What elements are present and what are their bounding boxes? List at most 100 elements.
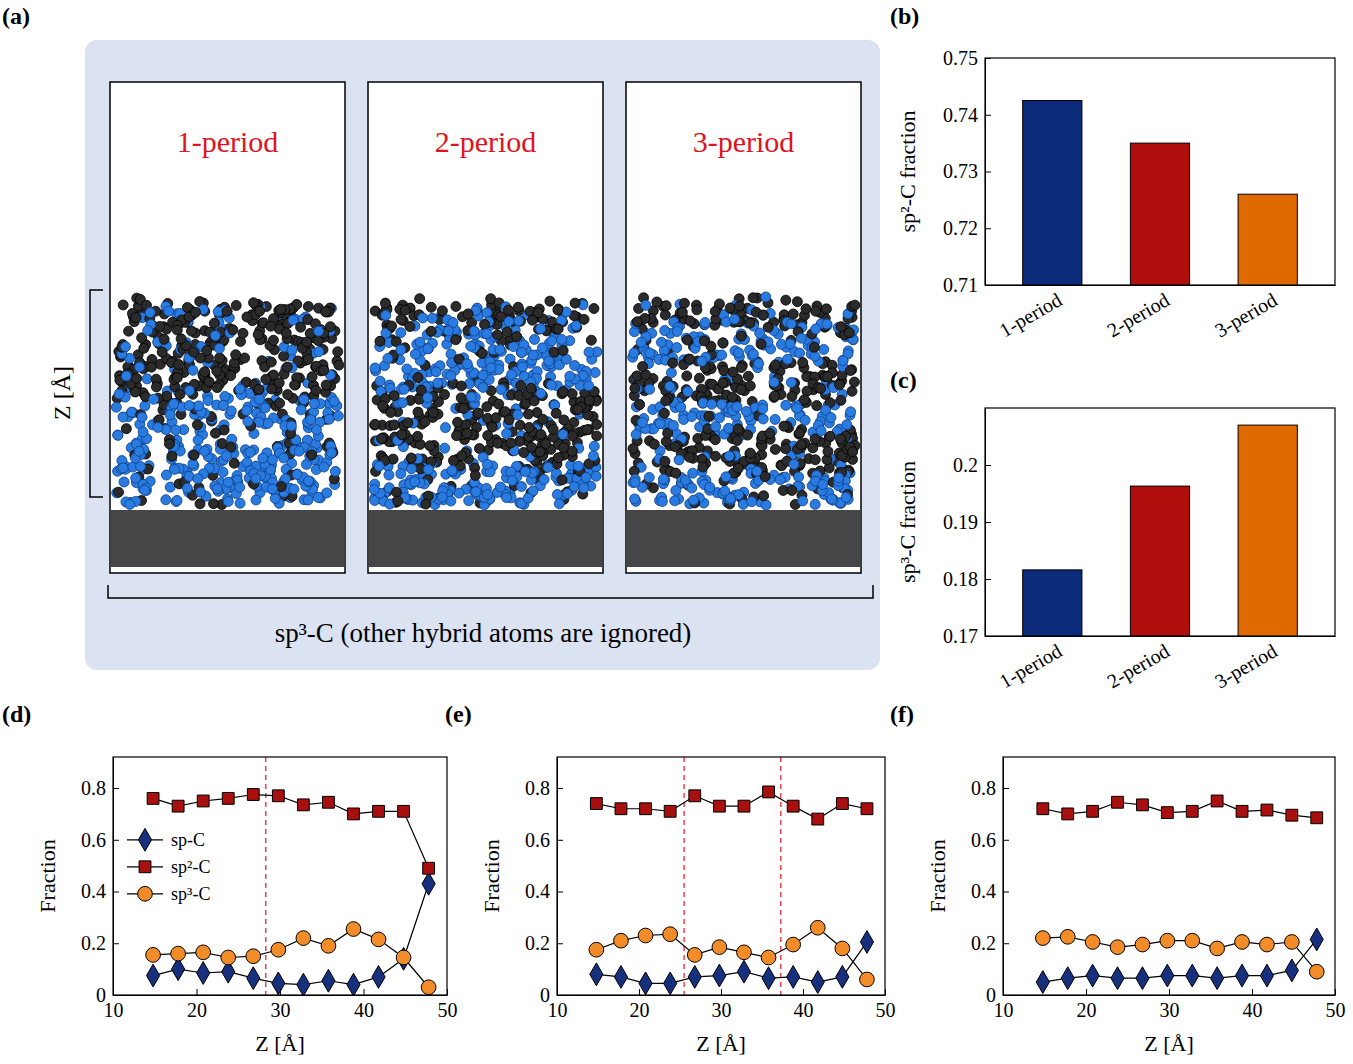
atom [200, 367, 210, 377]
atom [672, 343, 682, 353]
atom [369, 485, 379, 495]
atom [570, 298, 580, 308]
atom [406, 464, 416, 474]
atom [191, 307, 201, 317]
atom [275, 398, 285, 408]
atom [725, 303, 735, 313]
atom [266, 357, 276, 367]
atom [448, 456, 458, 466]
atom [544, 356, 554, 366]
atom [795, 428, 805, 438]
atom [420, 417, 430, 427]
atom [553, 305, 563, 315]
atom [463, 309, 473, 319]
atom [775, 475, 785, 485]
atom [453, 417, 463, 427]
atom [634, 399, 644, 409]
atom [255, 306, 265, 316]
atom [517, 347, 527, 357]
atom [131, 473, 141, 483]
atom [546, 380, 556, 390]
atom [493, 330, 503, 340]
atom [645, 384, 655, 394]
atom [483, 490, 493, 500]
atom [334, 360, 344, 370]
atom [266, 321, 276, 331]
atom [486, 363, 496, 373]
atom [389, 420, 399, 430]
atom [530, 334, 540, 344]
atom [447, 465, 457, 475]
atom [451, 335, 461, 345]
atom [421, 499, 431, 509]
atom [584, 347, 594, 357]
atom [661, 301, 671, 311]
atom [504, 317, 514, 327]
atom [111, 402, 121, 412]
atom [159, 334, 169, 344]
atom [469, 326, 479, 336]
atom [495, 482, 505, 492]
atom [446, 371, 456, 381]
atom [228, 325, 238, 335]
atom [287, 345, 297, 355]
box-label: 1-period [177, 125, 279, 158]
atom [226, 371, 236, 381]
atom [687, 483, 697, 493]
atom [254, 394, 264, 404]
atom [396, 469, 406, 479]
atom [801, 304, 811, 314]
atom [733, 463, 743, 473]
atom [792, 403, 802, 413]
atom [288, 315, 298, 325]
atom [213, 307, 223, 317]
atom [396, 328, 406, 338]
atom [579, 483, 589, 493]
atom [313, 492, 323, 502]
atom [659, 408, 669, 418]
atom [477, 348, 487, 358]
atom [127, 407, 137, 417]
atom [121, 424, 131, 434]
atom [732, 436, 742, 446]
atom [536, 324, 546, 334]
atom [370, 420, 380, 430]
atom [770, 414, 780, 424]
atom [143, 325, 153, 335]
atom [590, 368, 600, 378]
atom [140, 485, 150, 495]
atom [425, 441, 435, 451]
atom [140, 401, 150, 411]
atom [235, 498, 245, 508]
atom [113, 430, 123, 440]
atom [719, 366, 729, 376]
atom [131, 313, 141, 323]
atom [276, 304, 286, 314]
atom [631, 429, 641, 439]
atom [387, 321, 397, 331]
atom [761, 292, 771, 302]
atom [383, 353, 393, 363]
figure: (a)1-period2-period3-periodZ [Å]sp³-C (o… [0, 0, 1353, 1064]
atom [635, 400, 645, 410]
atom [393, 496, 403, 506]
atom [473, 408, 483, 418]
atom [527, 315, 537, 325]
atom [466, 341, 476, 351]
atom [526, 383, 536, 393]
atom [710, 306, 720, 316]
atom [132, 373, 142, 383]
atom [146, 362, 156, 372]
atom [172, 373, 182, 383]
atom [811, 306, 821, 316]
atom [281, 328, 291, 338]
atom [567, 431, 577, 441]
atom [286, 421, 296, 431]
atom [124, 326, 134, 336]
atom [139, 343, 149, 353]
atom [377, 434, 387, 444]
atom [428, 408, 438, 418]
atom [155, 321, 165, 331]
atom [370, 419, 380, 429]
atom [314, 347, 324, 357]
